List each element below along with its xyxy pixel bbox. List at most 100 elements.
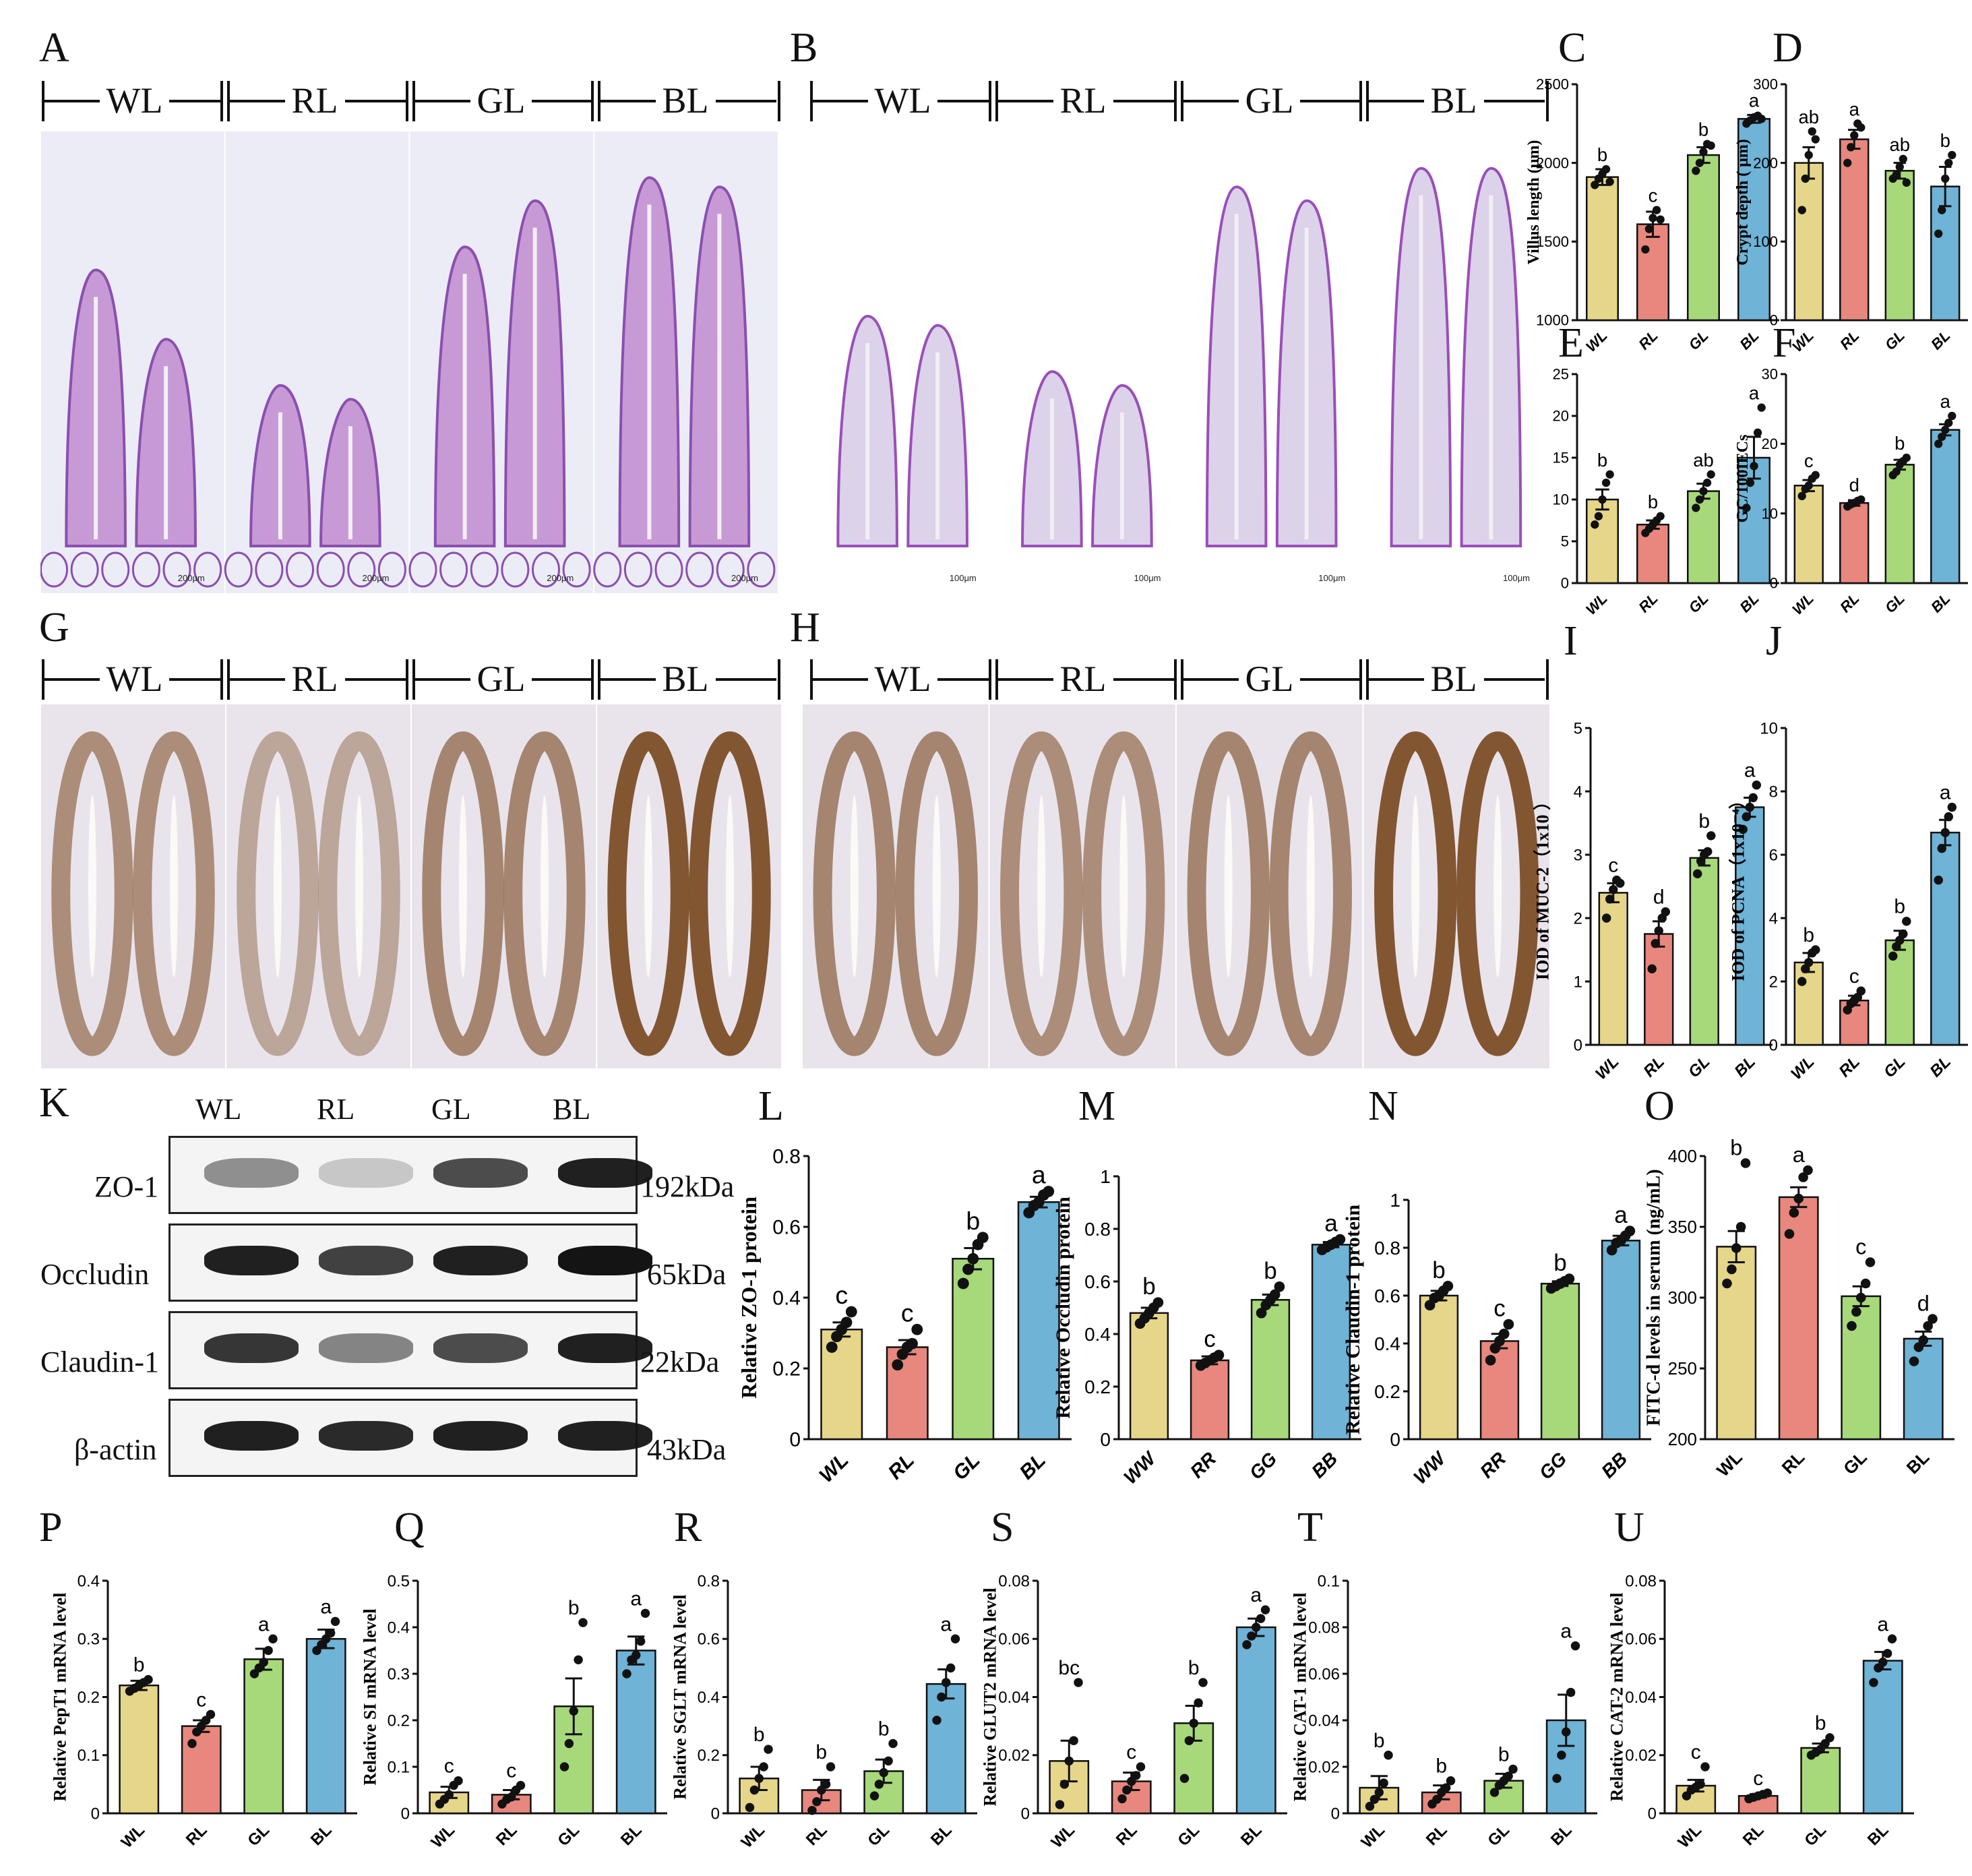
data-point xyxy=(869,1791,880,1801)
x-tick-label: RR xyxy=(1186,1448,1221,1482)
panel-label-D: D xyxy=(1773,25,1803,71)
data-point xyxy=(1735,1221,1746,1232)
data-point xyxy=(1918,1335,1929,1345)
y-axis-label: Villus length (μm) xyxy=(1525,140,1543,265)
y-tick-label: 0.06 xyxy=(1625,1631,1657,1649)
bar xyxy=(1644,933,1674,1046)
data-point xyxy=(1738,824,1748,835)
data-point xyxy=(1934,875,1943,885)
y-tick-label: 0 xyxy=(1331,1805,1340,1823)
data-point xyxy=(1269,1289,1281,1300)
data-point xyxy=(906,1337,918,1350)
data-point xyxy=(1152,1297,1164,1308)
x-tick-label: GL xyxy=(1685,1053,1714,1082)
significance-letter: c xyxy=(1753,1767,1763,1790)
y-tick-label: 10 xyxy=(1760,719,1778,737)
data-point xyxy=(1379,1778,1388,1788)
data-point xyxy=(1811,135,1820,144)
y-tick-label: 0.8 xyxy=(698,1572,720,1590)
error-bar xyxy=(627,1635,645,1666)
data-point xyxy=(1570,1641,1580,1651)
scale-bar: 200μm xyxy=(178,573,205,583)
significance-letter: ab xyxy=(1798,107,1819,127)
significance-letter: d xyxy=(1917,1292,1930,1316)
data-point xyxy=(1745,802,1754,812)
data-point xyxy=(1850,131,1859,140)
bar xyxy=(1419,1294,1459,1441)
x-tick-label: RL xyxy=(1423,1821,1451,1850)
panel-label-U: U xyxy=(1614,1505,1644,1550)
chart-M: 0 0.2 0.4 0.6 0.8 1 Relative Occludin protein b… xyxy=(1045,1149,1375,1496)
group-label: GL xyxy=(470,661,532,697)
x-tick-label: WW xyxy=(1119,1447,1161,1488)
y-tick-label: 25 xyxy=(1553,366,1569,383)
chart-svg: 0 0.1 0.2 0.3 0.4 0.5 Relative SI mRNA level c W… xyxy=(361,1572,667,1852)
data-point xyxy=(1857,495,1866,504)
significance-letter: b xyxy=(1648,491,1658,512)
significance-letter: c xyxy=(1849,965,1859,988)
significance-letter: c xyxy=(196,1689,206,1711)
y-tick-label: 0 xyxy=(1574,1036,1582,1054)
significance-letter: c xyxy=(506,1760,516,1782)
data-point xyxy=(1702,479,1712,487)
data-point xyxy=(1442,1280,1454,1292)
x-tick-label: WL xyxy=(1592,1053,1622,1083)
data-point xyxy=(745,1803,755,1813)
y-tick-label: 0.4 xyxy=(698,1689,720,1707)
significance-letter: a xyxy=(1793,1143,1806,1167)
bar xyxy=(1930,831,1961,1046)
chart-S: 0 0.02 0.04 0.06 0.08 Relative GLUT2 mRNA lev… xyxy=(964,1554,1301,1871)
data-point xyxy=(1797,206,1806,214)
x-tick-label: RL xyxy=(1778,1447,1809,1478)
y-tick-label: 0.6 xyxy=(772,1217,801,1239)
x-tick-label: GL xyxy=(949,1449,985,1485)
significance-letter: b xyxy=(1498,1743,1510,1765)
group-divider xyxy=(778,659,780,700)
y-tick-label: 3 xyxy=(1574,846,1582,864)
crypt xyxy=(895,731,978,1056)
wb-strip xyxy=(168,1136,652,1214)
x-tick-label: WL xyxy=(738,1821,768,1852)
y-tick-label: 1 xyxy=(1574,973,1582,991)
panel-label-G: G xyxy=(39,605,69,650)
y-tick-label: 0.2 xyxy=(772,1358,801,1381)
data-point xyxy=(268,1634,278,1643)
bar xyxy=(1250,1299,1291,1441)
data-point xyxy=(1948,411,1956,421)
group-label: GL xyxy=(1238,661,1301,697)
scale-bar: 100μm xyxy=(1134,573,1161,583)
data-point xyxy=(1727,1264,1737,1275)
data-point xyxy=(1892,467,1901,476)
crypt xyxy=(689,731,771,1056)
data-point xyxy=(1878,1658,1888,1667)
significance-letter: b xyxy=(1597,144,1607,165)
data-point xyxy=(1374,1788,1384,1797)
data-point xyxy=(1649,214,1657,222)
y-tick-label: 20 xyxy=(1553,408,1569,425)
y-axis-label: Relative ZO-1 protein xyxy=(737,1197,761,1399)
data-point xyxy=(1825,1733,1835,1743)
data-point xyxy=(911,1323,923,1335)
chart-I: 0 1 2 3 4 5 IOD of MUC-2（1x10 ） c WL d RL b GL a BL xyxy=(1516,701,1786,1102)
chart-svg: 0 2 4 6 8 10 IOD of PCNA（1x10⁻⁴） b WL c RL b GL a BL xyxy=(1729,719,1968,1083)
group-label: RL xyxy=(284,661,345,697)
significance-letter: c xyxy=(1855,1235,1866,1259)
data-point xyxy=(1856,986,1866,996)
chart-svg: 0 0.02 0.04 0.06 0.08 0.1 Relative CAT-1 mRNA … xyxy=(1291,1572,1597,1852)
wb-band xyxy=(558,1333,652,1363)
data-point xyxy=(1059,1780,1070,1789)
x-tick-label: WL xyxy=(1582,590,1611,618)
significance-letter: a xyxy=(320,1596,332,1618)
data-point xyxy=(1432,1794,1442,1805)
chart-E: 0 5 10 15 20 25 b WL b RL ab GL a BL xyxy=(1503,347,1793,640)
y-tick-label: 0.08 xyxy=(1308,1618,1340,1637)
scale-bar: 200μm xyxy=(547,573,574,583)
data-point xyxy=(1706,141,1715,150)
y-tick-label: 0.08 xyxy=(1625,1572,1657,1590)
significance-letter: b xyxy=(133,1654,145,1676)
y-tick-label: 0.1 xyxy=(1318,1572,1340,1590)
bar xyxy=(925,1683,966,1815)
